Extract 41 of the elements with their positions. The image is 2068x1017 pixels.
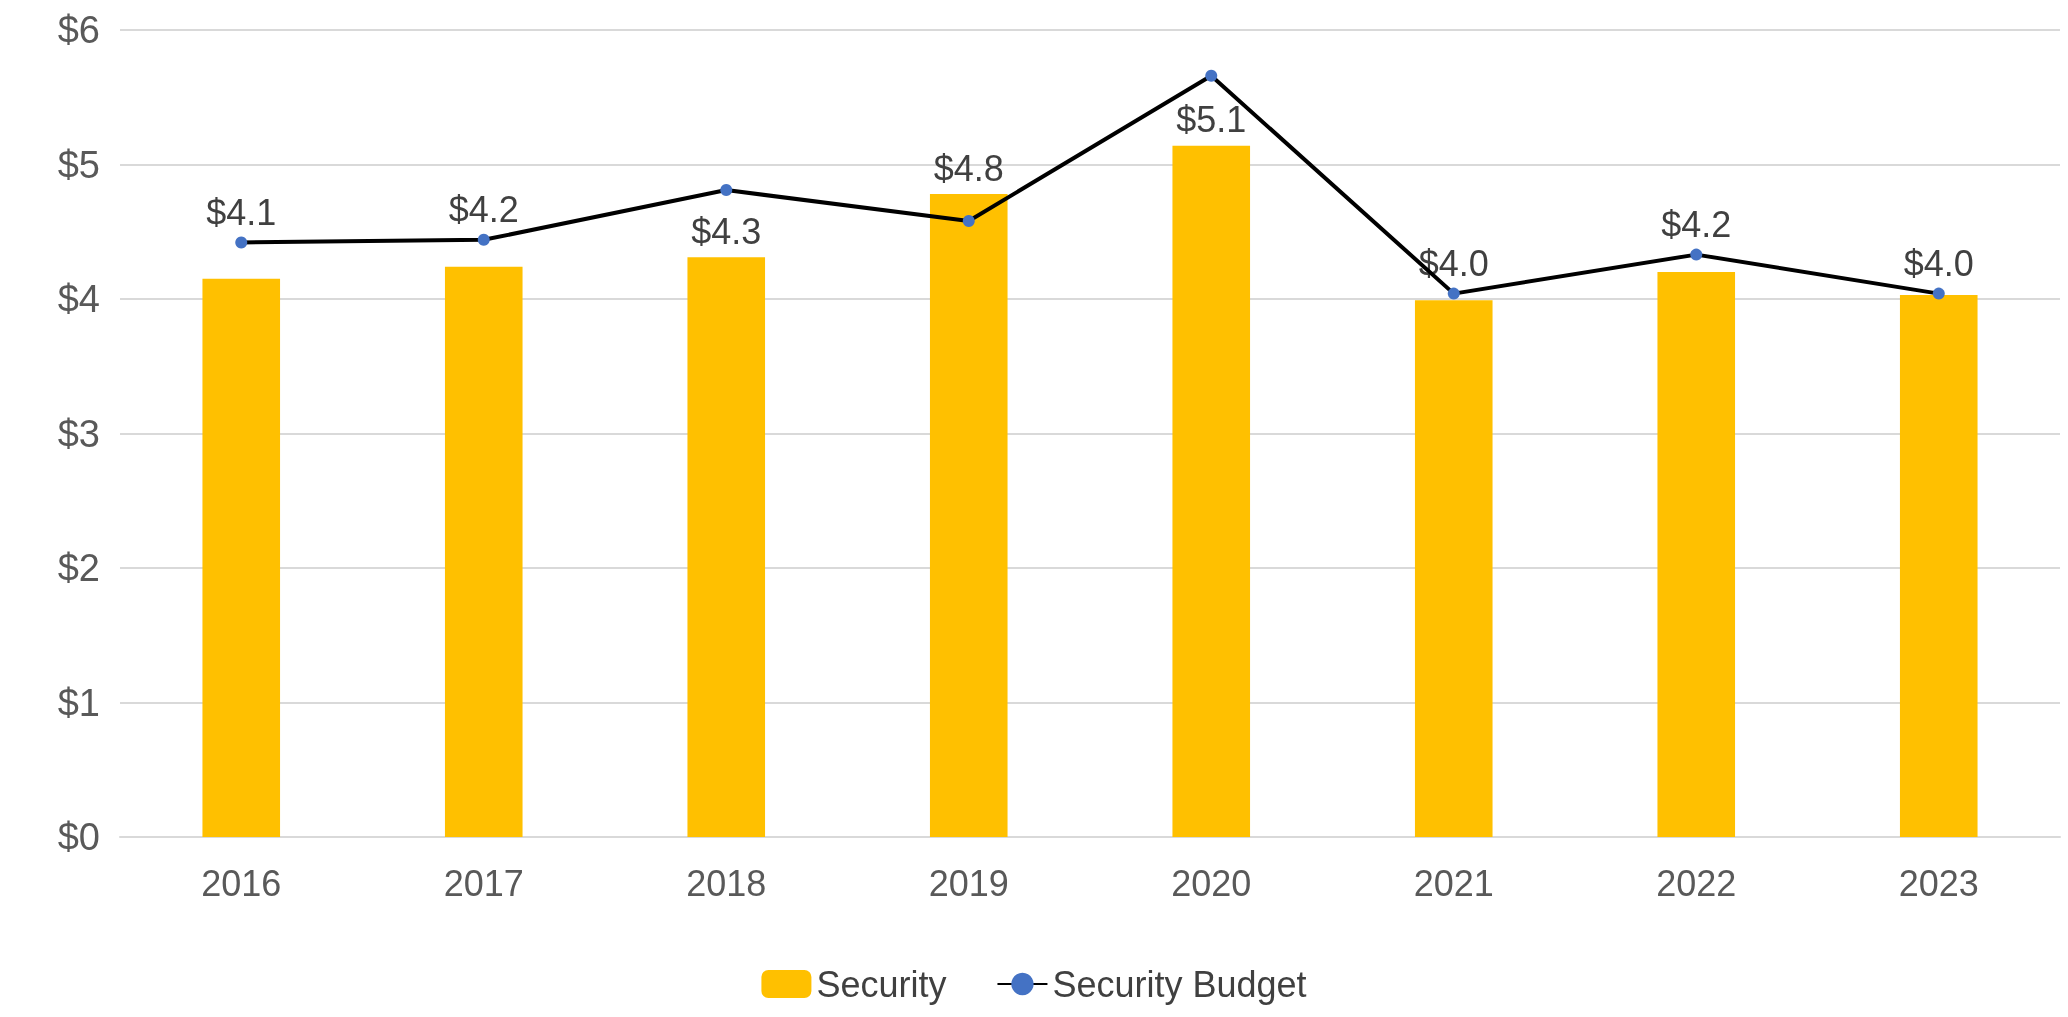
x-tick-label: 2020	[1171, 862, 1252, 904]
x-tick-label: 2016	[201, 862, 282, 904]
data-label: $4.8	[933, 147, 1004, 189]
legend-label: Security	[816, 963, 947, 1005]
data-label: $4.2	[1661, 204, 1732, 246]
y-tick-label: $0	[57, 816, 100, 858]
y-tick-label: $4	[57, 278, 100, 320]
point	[1205, 69, 1218, 82]
x-tick-label: 2022	[1656, 862, 1737, 904]
data-label: $4.0	[1418, 243, 1489, 285]
y-tick-label: $1	[57, 681, 100, 724]
x-tick-label: 2019	[928, 862, 1009, 904]
y-tick-label: $5	[57, 143, 100, 186]
y-tick-label: $3	[57, 412, 100, 455]
bar	[1899, 294, 1978, 837]
point	[962, 214, 975, 227]
legend-label: Security Budget	[1052, 963, 1307, 1005]
x-tick-label: 2023	[1898, 862, 1979, 904]
bar	[929, 194, 1008, 837]
y-tick-label: $2	[57, 547, 100, 589]
bar	[1657, 272, 1736, 837]
data-label: $4.2	[448, 189, 519, 231]
data-label: $4.0	[1903, 243, 1974, 285]
data-label: $4.3	[691, 210, 762, 252]
bar	[202, 278, 281, 837]
point	[477, 233, 490, 246]
point	[720, 184, 733, 197]
bar	[1414, 300, 1493, 837]
bar	[444, 266, 523, 837]
x-tick-label: 2021	[1413, 862, 1494, 904]
x-tick-label: 2017	[443, 862, 524, 904]
point	[235, 236, 248, 249]
point	[1447, 287, 1460, 300]
data-label: $4.1	[206, 192, 277, 234]
bar	[1172, 145, 1251, 837]
point	[1932, 287, 1945, 300]
data-label: $5.1	[1176, 99, 1247, 141]
x-tick-label: 2018	[686, 862, 767, 904]
y-tick-label: $6	[57, 9, 100, 51]
point	[1690, 248, 1703, 261]
bar	[687, 257, 766, 837]
